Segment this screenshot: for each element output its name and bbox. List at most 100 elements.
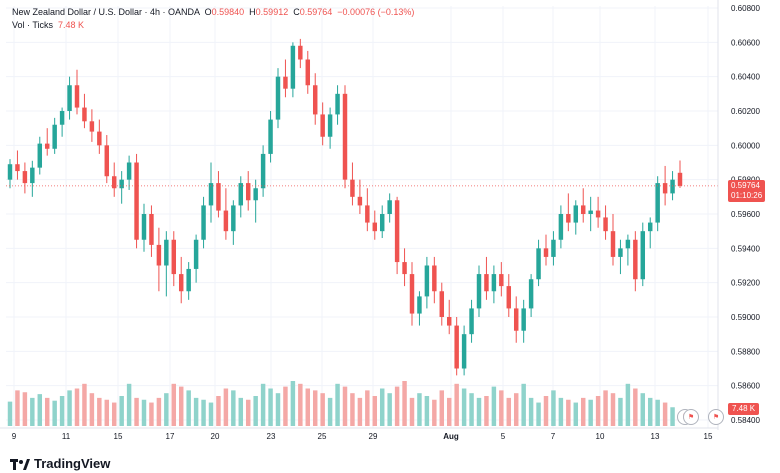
candle-body: [141, 214, 147, 240]
volume-bar: [193, 397, 199, 426]
price-tick-label: 0.60800: [731, 4, 760, 13]
volume-bar: [59, 396, 65, 426]
volume-label[interactable]: Vol · Ticks: [12, 20, 54, 30]
candle-body: [424, 265, 430, 297]
price-tick-label: 0.58600: [731, 382, 760, 391]
volume-bar: [201, 399, 206, 426]
candle-body: [335, 93, 340, 115]
volume-bar: [238, 397, 244, 426]
symbol-title[interactable]: New Zealand Dollar / U.S. Dollar · 4h · …: [12, 7, 200, 17]
candle-body: [15, 164, 20, 172]
candle-body: [439, 291, 445, 317]
flag-icon[interactable]: ⚑: [708, 409, 724, 425]
volume-bar: [15, 390, 20, 426]
volume-bar: [171, 383, 177, 426]
high-value: 0.59912: [255, 7, 289, 17]
volume-bar: [551, 390, 556, 426]
volume-bar: [97, 397, 102, 426]
candle-body: [432, 265, 437, 292]
volume-bar: [290, 381, 296, 426]
volume-bar: [558, 397, 564, 426]
change-value: −0.00076 (−0.13%): [337, 7, 415, 17]
candle-body: [610, 231, 616, 257]
candle-body: [156, 244, 162, 266]
volume-bar: [662, 402, 668, 426]
candle-body: [670, 179, 675, 194]
candle-body: [506, 286, 512, 309]
candle-body: [484, 274, 489, 292]
volume-bar: [134, 397, 139, 426]
candle-body: [305, 59, 311, 86]
volume-bar: [454, 383, 459, 426]
candle-body: [357, 196, 363, 206]
volume-bar: [283, 386, 288, 426]
volume-bar: [365, 390, 370, 426]
candle-body: [595, 210, 601, 218]
candle-body: [164, 239, 169, 266]
volume-bar: [655, 399, 660, 426]
volume-bar: [231, 390, 236, 426]
time-tick-label: 15: [704, 432, 713, 441]
candle-body: [312, 85, 318, 115]
time-tick-label: 5: [501, 432, 506, 441]
time-tick-label: 25: [318, 432, 327, 441]
candle-body: [97, 131, 102, 146]
price-tick-label: 0.60600: [731, 38, 760, 47]
price-tick-label: 0.60200: [731, 107, 760, 116]
time-tick-label: 9: [12, 432, 17, 441]
flag-icon[interactable]: ⚑: [683, 409, 699, 425]
volume-bar: [513, 393, 519, 426]
candle-body: [558, 214, 564, 240]
volume-bar: [141, 399, 147, 426]
price-tick-label: 0.59600: [731, 210, 760, 219]
candle-body: [350, 179, 355, 197]
candle-body: [372, 222, 378, 232]
time-axis[interactable]: 9 11 15 17 20 23 25 29 Aug 5 7 10 13 15: [0, 427, 718, 441]
candle-body: [223, 210, 229, 232]
price-tick-label: 0.60000: [731, 141, 760, 150]
volume-bar: [82, 383, 87, 426]
open-label: O: [204, 7, 212, 17]
volume-bar: [469, 393, 474, 426]
volume-bar: [536, 402, 541, 426]
candle-body: [268, 119, 273, 154]
volume-bar: [7, 401, 13, 426]
candle-body: [74, 85, 80, 108]
bar-countdown: 01:10:26: [731, 190, 763, 200]
volume-bar: [216, 396, 221, 426]
volume-bar: [22, 392, 28, 426]
candle-body: [499, 274, 504, 287]
candle-body: [134, 162, 139, 240]
candle-body: [394, 200, 400, 263]
volume-bar: [670, 407, 675, 426]
candle-body: [216, 183, 221, 211]
volume-bar: [446, 397, 452, 426]
volume-bar: [52, 400, 57, 426]
candle-body: [655, 183, 660, 223]
volume-bar: [394, 386, 400, 426]
chart-legend: New Zealand Dollar / U.S. Dollar · 4h · …: [12, 6, 414, 32]
volume-bar: [603, 390, 608, 426]
volume-bar: [74, 388, 80, 426]
volume-bar: [342, 386, 348, 426]
candle-body: [320, 114, 325, 137]
candle-body: [677, 172, 683, 186]
time-tick-label: 20: [211, 432, 220, 441]
candle-body: [476, 274, 482, 309]
candle-body: [327, 114, 333, 137]
candle-body: [193, 239, 199, 269]
candle-body: [551, 239, 556, 257]
price-tick-label: 0.59000: [731, 313, 760, 322]
candle-body: [298, 45, 303, 60]
price-axis[interactable]: 0.608000.606000.604000.602000.600000.598…: [717, 0, 760, 430]
volume-value: 7.48 K: [58, 20, 85, 30]
candle-body: [52, 124, 57, 149]
volume-bar: [104, 399, 110, 426]
candle-body: [260, 153, 266, 189]
candle-body: [111, 176, 117, 189]
candle-body: [186, 268, 191, 292]
tradingview-logo-icon: [10, 458, 30, 470]
tradingview-logo[interactable]: TradingView: [10, 456, 110, 471]
volume-bar: [409, 397, 415, 426]
